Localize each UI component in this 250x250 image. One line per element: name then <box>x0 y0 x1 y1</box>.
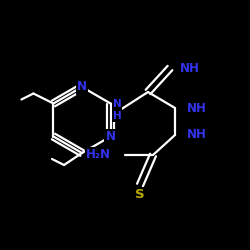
Text: N: N <box>106 130 116 143</box>
Text: H₂N: H₂N <box>86 148 111 162</box>
Text: N: N <box>77 80 87 94</box>
Text: NH: NH <box>187 102 207 114</box>
Text: N
H: N H <box>112 99 122 121</box>
Text: NH: NH <box>180 62 200 74</box>
Text: NH: NH <box>187 128 207 141</box>
Text: S: S <box>135 188 145 202</box>
